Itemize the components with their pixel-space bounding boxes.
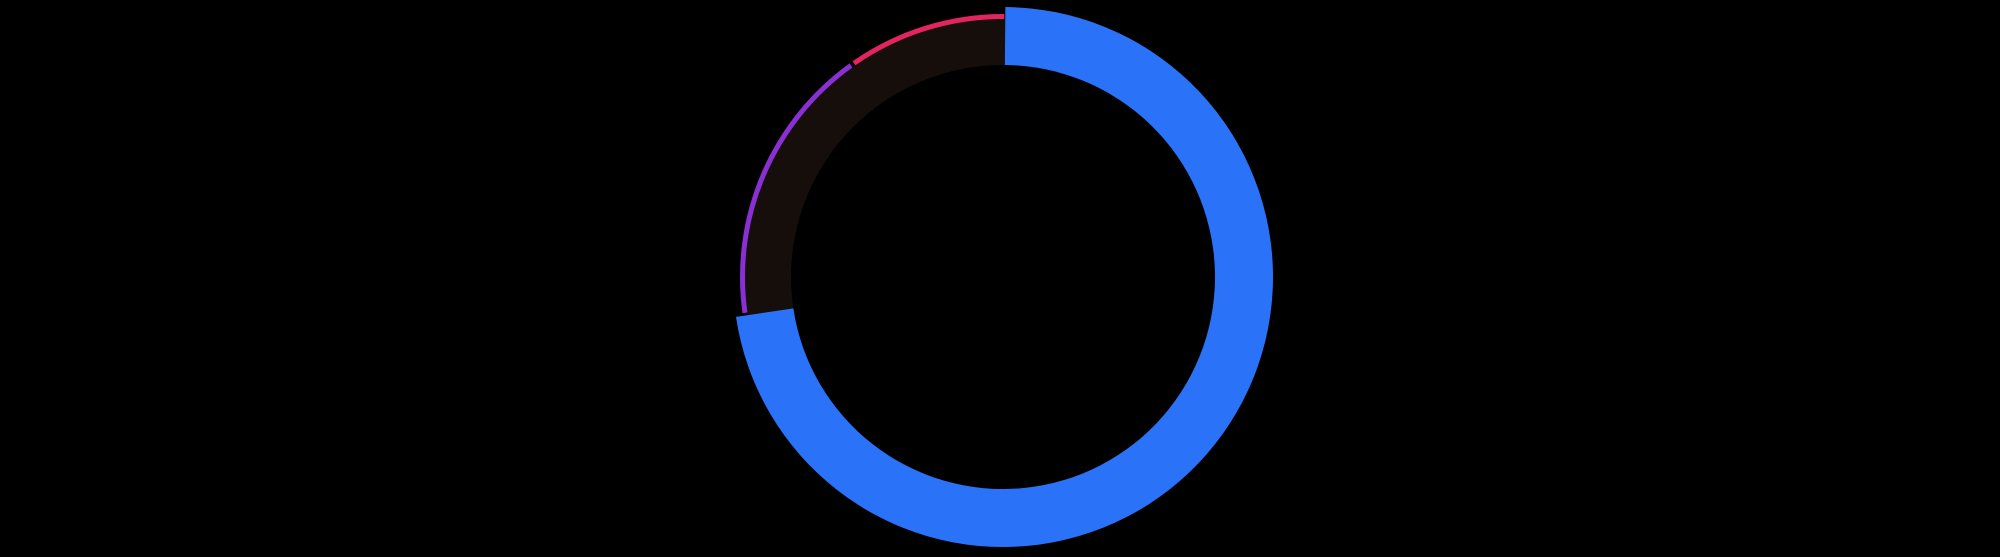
donut-chart-svg [0,0,2000,557]
chart-background [0,0,2000,557]
donut-chart [0,0,2000,557]
